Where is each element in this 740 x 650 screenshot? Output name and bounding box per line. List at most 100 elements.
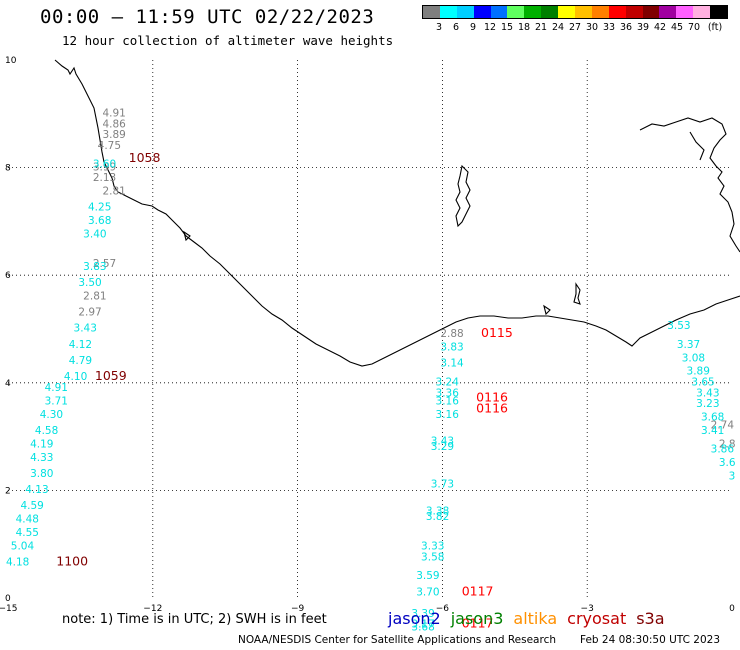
- map-subtitle: 12 hour collection of altimeter wave hei…: [62, 33, 394, 48]
- swh-value: 3.43: [74, 323, 97, 335]
- swh-value: 3.59: [416, 570, 439, 582]
- legend-swatch-1: [439, 6, 457, 18]
- swh-value: 3.99: [93, 161, 116, 173]
- swh-value: 3.70: [416, 586, 439, 598]
- swh-value: 3.53: [667, 320, 690, 332]
- satellite-altika: altika: [513, 609, 558, 628]
- satellite-s3a: s3a: [636, 609, 665, 628]
- legend-swatch-3: [473, 6, 491, 18]
- swh-value: 4.79: [69, 355, 92, 367]
- swh-value: 2.57: [93, 258, 116, 270]
- legend-tick-label: 6: [452, 22, 460, 33]
- swh-value: 3.17: [411, 619, 434, 631]
- legend-tick-label: 15: [500, 22, 514, 33]
- legend-swatch-9: [575, 6, 592, 18]
- axis-tick-labels: −15 −12 −9 −6 −3 0 0 2 4 6 8 10: [0, 56, 735, 614]
- legend-tick-label: 70: [687, 22, 701, 33]
- swh-value: 4.30: [40, 409, 63, 421]
- swh-value: 4.25: [88, 202, 111, 214]
- swh-value: 4.91: [102, 107, 125, 119]
- coastline-small-inlet: [183, 230, 581, 316]
- swh-value: 3: [729, 471, 736, 483]
- swh-value: 3.68: [88, 215, 111, 227]
- y-tick-label: 8: [5, 164, 11, 174]
- swh-value: 3.14: [440, 358, 464, 370]
- legend-swatch-4: [490, 6, 508, 18]
- legend-swatch-8: [558, 6, 576, 18]
- color-scale-bar: [422, 5, 728, 19]
- pass-time-label: 0115: [481, 325, 513, 340]
- legend-swatch-12: [625, 6, 643, 18]
- swh-value: 4.10: [64, 371, 87, 383]
- swh-value: 3.65: [691, 376, 714, 388]
- legend-tick-label: 42: [653, 22, 667, 33]
- legend-swatch-13: [642, 6, 660, 18]
- swh-value: 3.16: [436, 409, 460, 421]
- legend-swatch-5: [507, 6, 525, 18]
- swh-value: 3.89: [102, 129, 125, 141]
- swh-value: 2.97: [78, 307, 101, 319]
- swh-value: 3.89: [687, 366, 710, 378]
- swh-value: 3.08: [682, 352, 705, 364]
- legend-swatch-10: [591, 6, 609, 18]
- legend-swatch-16: [693, 6, 711, 18]
- swh-value: 4.33: [30, 452, 53, 464]
- credit-text: NOAA/NESDIS Center for Satellite Applica…: [238, 634, 556, 646]
- swh-value: 3.43: [431, 436, 454, 448]
- color-scale-legend: 3 6 9 12 15 18 21 24 27 30 33 36 39 42 45 70 (ft): [422, 5, 728, 35]
- legend-swatch-11: [608, 6, 626, 18]
- swh-value: 2.13: [93, 172, 116, 184]
- swh-value: 3.41: [701, 425, 724, 437]
- legend-tick-label: 21: [534, 22, 548, 33]
- swh-value: 3.43: [696, 387, 719, 399]
- legend-swatch-0: [423, 6, 440, 18]
- swh-value: 3.23: [696, 398, 719, 410]
- pass-time-label: 0116: [476, 390, 508, 405]
- legend-tick-label: 9: [469, 22, 477, 33]
- pass-time-label: 0116: [476, 400, 508, 415]
- swh-value: 4.13: [25, 484, 48, 496]
- swh-value: 4.19: [30, 438, 53, 450]
- satellite-legend: jason2 jason3 altika cryosat s3a: [388, 609, 675, 628]
- swh-value: 3.29: [431, 441, 454, 453]
- y-tick-label: 10: [5, 56, 17, 66]
- legend-swatch-2: [456, 6, 474, 18]
- swh-value: 2.8: [719, 438, 736, 450]
- coastline-west-africa: [54, 59, 740, 367]
- y-tick-label: 0: [5, 594, 11, 604]
- swh-value: 3.24: [436, 376, 460, 388]
- legend-swatch-7: [541, 6, 559, 18]
- legend-tick-label: 36: [619, 22, 633, 33]
- legend-tick-label: 27: [568, 22, 582, 33]
- legend-tick-label: 18: [517, 22, 531, 33]
- legend-tick-label: 24: [551, 22, 565, 33]
- x-tick-label: −15: [0, 604, 18, 614]
- legend-swatch-17: [710, 6, 728, 18]
- pass-time-label: 1100: [56, 554, 88, 569]
- x-tick-label: −3: [581, 604, 594, 614]
- legend-tick-label: (ft): [707, 22, 723, 33]
- swh-value-labels: 4.914.863.894.753.992.132.812.572.812.97…: [6, 107, 736, 633]
- swh-value: 4.58: [35, 425, 58, 437]
- legend-swatch-6: [524, 6, 542, 18]
- pass-time-label: 0117: [462, 583, 494, 598]
- coastline-gulf-island-cluster: [639, 117, 740, 253]
- legend-swatch-15: [676, 6, 694, 18]
- swh-value: 4.86: [102, 118, 126, 130]
- x-tick-label: −12: [143, 604, 162, 614]
- swh-value: 4.12: [69, 339, 92, 351]
- swh-value: 3.38: [426, 506, 449, 518]
- pass-time-label: 1058: [129, 150, 161, 165]
- coastline: [54, 59, 740, 367]
- x-tick-label: −6: [436, 604, 450, 614]
- map-title: 00:00 – 11:59 UTC 02/22/2023: [40, 6, 375, 28]
- x-tick-label: −9: [291, 604, 305, 614]
- swh-value: 5.04: [11, 541, 35, 553]
- color-scale-ticks: 3 6 9 12 15 18 21 24 27 30 33 36 39 42 45 70 (ft): [422, 22, 728, 34]
- swh-value: 3.50: [78, 277, 101, 289]
- swh-value: 3.68: [701, 411, 724, 423]
- swh-value: 4.18: [6, 557, 29, 569]
- legend-tick-label: 33: [602, 22, 616, 33]
- swh-value: 3.33: [421, 541, 444, 553]
- swh-value: 4.48: [16, 514, 39, 526]
